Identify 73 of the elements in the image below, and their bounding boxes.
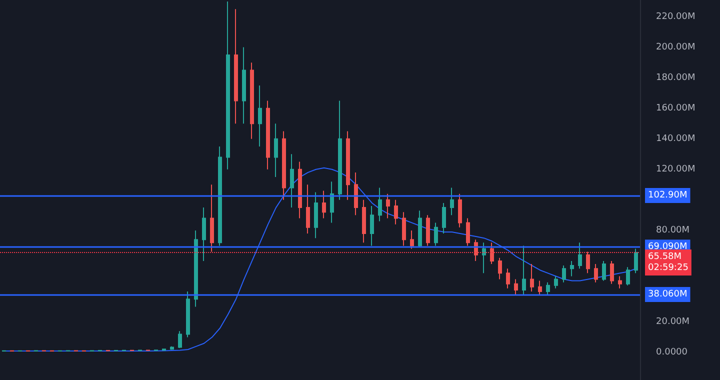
candlestick bbox=[490, 242, 494, 265]
candlestick bbox=[282, 130, 286, 200]
candlestick bbox=[562, 265, 566, 283]
candlestick bbox=[322, 190, 326, 219]
candlestick bbox=[346, 130, 350, 200]
candlestick bbox=[258, 84, 262, 148]
candlestick bbox=[178, 330, 182, 348]
candlestick bbox=[362, 199, 366, 244]
candlestick bbox=[426, 214, 430, 246]
y-tick-label: 220.00M bbox=[656, 12, 696, 22]
candlestick bbox=[626, 266, 630, 286]
ref-line-label: 102.90M bbox=[648, 190, 688, 200]
y-tick-label: 80.00M bbox=[656, 225, 690, 236]
candlestick bbox=[274, 123, 278, 178]
candlestick bbox=[394, 199, 398, 225]
y-tick-label: 0.0000 bbox=[656, 348, 688, 358]
candlestick bbox=[338, 100, 342, 200]
ref-line-label: 69.090M bbox=[648, 242, 688, 252]
candlestick bbox=[458, 193, 462, 228]
candlestick bbox=[482, 242, 486, 274]
y-tick-label: 200.00M bbox=[656, 42, 696, 52]
candlestick bbox=[514, 278, 518, 296]
candlestick bbox=[442, 202, 446, 234]
candlestick bbox=[210, 184, 214, 252]
candlestick bbox=[242, 46, 246, 124]
candlestick bbox=[386, 193, 390, 219]
candlestick bbox=[202, 207, 206, 262]
candlestick bbox=[330, 181, 334, 224]
ref-line-label: 38.060M bbox=[648, 289, 688, 300]
candlestick bbox=[538, 280, 542, 296]
candlestick bbox=[266, 100, 270, 170]
candlestick bbox=[314, 192, 318, 239]
candlestick bbox=[162, 348, 166, 351]
candlestick bbox=[506, 268, 510, 289]
candlestick bbox=[218, 146, 222, 246]
candlestick bbox=[226, 1, 230, 170]
candlestick bbox=[418, 210, 422, 248]
y-tick-label: 180.00M bbox=[656, 72, 696, 83]
candlestick bbox=[410, 230, 414, 250]
candlestick bbox=[602, 260, 606, 282]
candlestick bbox=[570, 260, 574, 277]
candlestick bbox=[466, 218, 470, 246]
candlestick bbox=[554, 276, 558, 289]
line-series bbox=[4, 167, 636, 352]
candlestick bbox=[610, 260, 614, 284]
ref-line-label: 65.58M 02:59:25 bbox=[648, 252, 688, 273]
candlestick bbox=[354, 172, 358, 216]
candlestick bbox=[234, 8, 238, 124]
candlestick bbox=[170, 346, 174, 350]
candlestick bbox=[250, 62, 254, 140]
candlestick bbox=[450, 187, 454, 216]
y-tick-label: 140.00M bbox=[656, 134, 696, 144]
candlestick bbox=[186, 290, 190, 338]
candlestick bbox=[594, 264, 598, 283]
candlestick bbox=[306, 184, 310, 234]
candlestick bbox=[402, 212, 406, 246]
candlestick bbox=[370, 206, 374, 246]
y-tick-label: 120.00M bbox=[656, 164, 696, 174]
y-tick-label: 20.00M bbox=[656, 317, 690, 328]
candlestick bbox=[378, 187, 382, 222]
candlestick bbox=[290, 154, 294, 208]
candlestick bbox=[194, 230, 198, 308]
candlestick bbox=[586, 251, 590, 274]
candlestick bbox=[618, 276, 622, 289]
candlestick bbox=[578, 242, 582, 270]
candlestick bbox=[498, 257, 502, 280]
candlestick bbox=[546, 282, 550, 296]
candlestick bbox=[434, 222, 438, 246]
candlestick bbox=[298, 161, 302, 219]
candlestick bbox=[530, 264, 534, 292]
candlestick bbox=[522, 245, 526, 296]
y-tick-label: 160.00M bbox=[656, 103, 696, 114]
candlestick bbox=[634, 248, 638, 274]
